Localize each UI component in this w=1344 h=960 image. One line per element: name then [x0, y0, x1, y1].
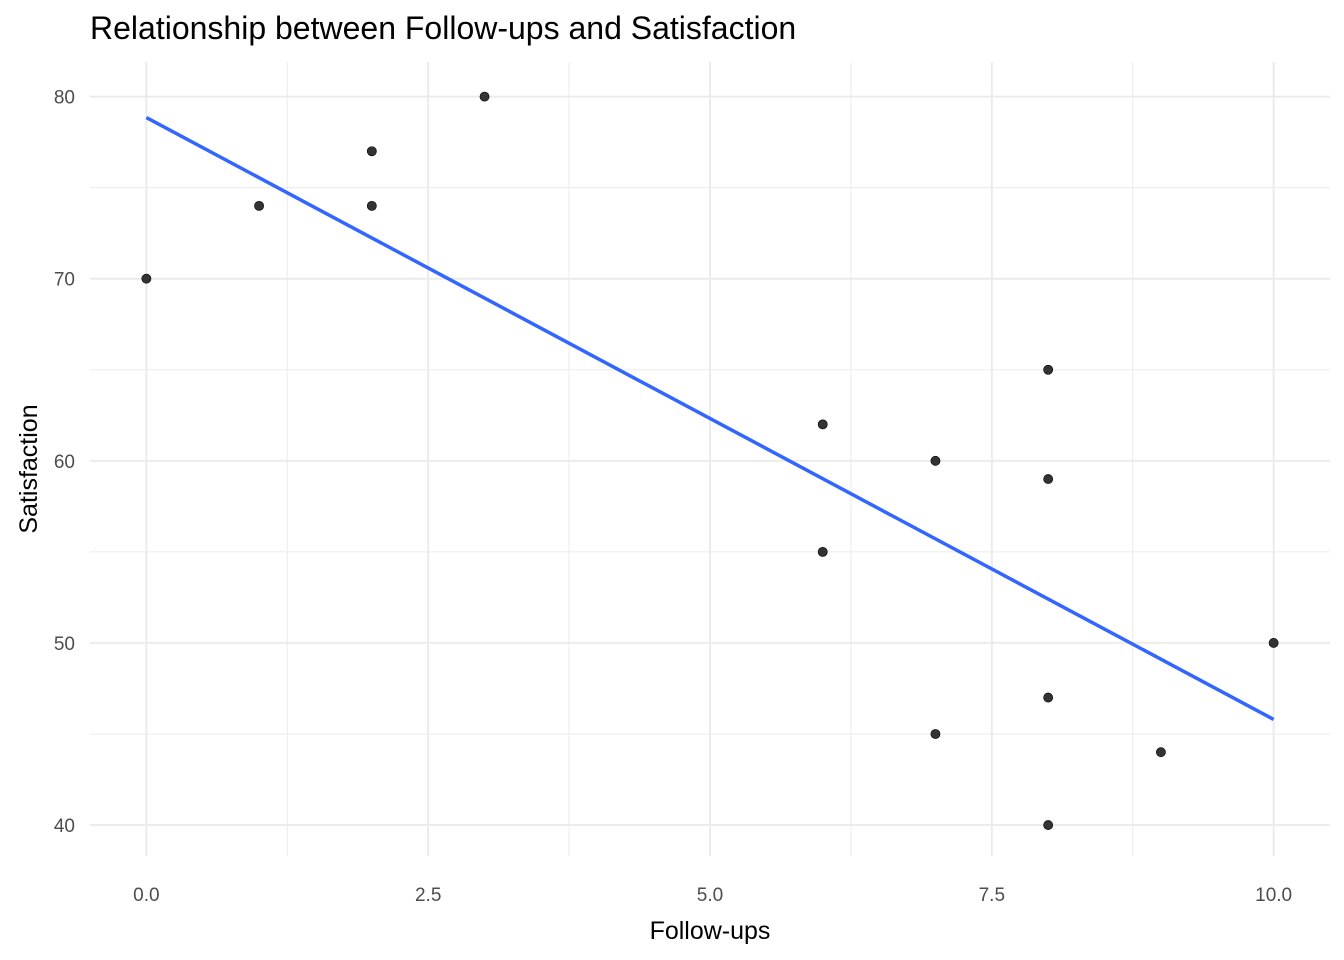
y-tick-label: 80 — [54, 88, 75, 109]
data-point — [1043, 692, 1054, 703]
y-tick-label: 70 — [54, 270, 75, 291]
x-tick-label: 0.0 — [133, 885, 159, 906]
x-tick-label: 2.5 — [415, 885, 441, 906]
data-point — [930, 729, 941, 739]
x-axis-tick-labels: 0.0 2.5 5.0 7.5 10.0 — [133, 885, 1292, 906]
data-point — [1268, 638, 1279, 648]
data-point — [254, 200, 264, 211]
trend-line — [145, 115, 1275, 721]
data-point — [1043, 820, 1054, 830]
data-point — [1043, 364, 1054, 375]
y-axis-title: Satisfaction — [15, 404, 43, 533]
y-tick-label: 50 — [54, 634, 75, 655]
x-tick-label: 10.0 — [1255, 885, 1292, 906]
major-gridlines — [90, 62, 1330, 856]
x-tick-label: 5.0 — [697, 885, 723, 906]
y-tick-label: 60 — [54, 452, 75, 473]
data-point — [930, 455, 941, 466]
data-point — [366, 200, 377, 211]
data-point — [1043, 474, 1054, 484]
data-point — [479, 91, 490, 102]
data-point — [817, 546, 828, 557]
data-points — [141, 91, 1279, 830]
data-point — [141, 273, 152, 284]
x-axis-title: Follow-ups — [650, 917, 771, 945]
data-point — [817, 419, 828, 430]
x-tick-label: 7.5 — [979, 885, 1005, 906]
chart-title: Relationship between Follow-ups and Sati… — [90, 10, 797, 46]
data-point — [366, 146, 377, 157]
y-tick-label: 40 — [54, 816, 75, 837]
y-axis-tick-labels: 40 50 60 70 80 — [54, 88, 75, 837]
data-point — [1156, 747, 1166, 758]
